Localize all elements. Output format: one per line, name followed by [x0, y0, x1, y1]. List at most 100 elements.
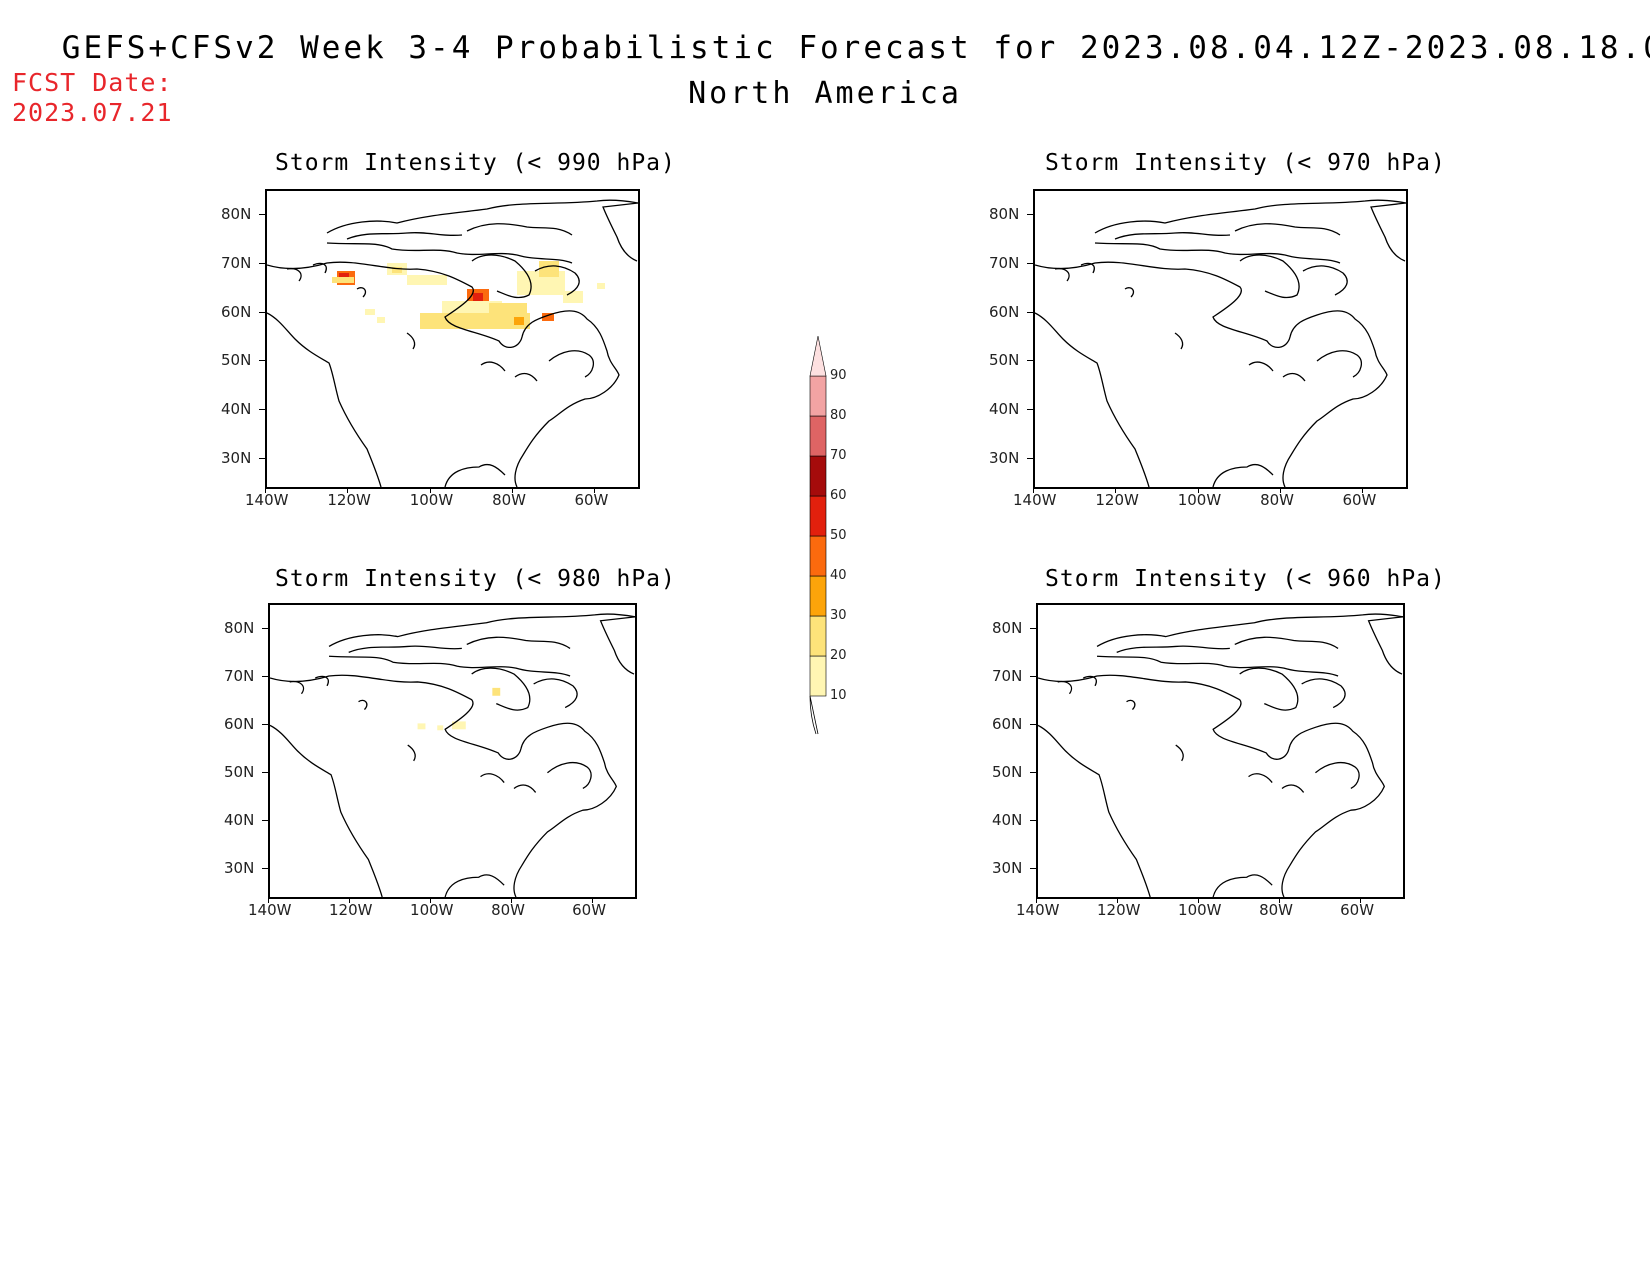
lat-tick-mark: [1027, 458, 1033, 459]
lat-tick-label: 50N: [224, 763, 255, 781]
lon-tick-mark: [1117, 897, 1119, 903]
lon-tick-label: 120W: [1097, 901, 1141, 919]
lon-tick-label: 100W: [1177, 491, 1222, 509]
lat-tick-label: 60N: [989, 302, 1020, 321]
lat-tick-label: 60N: [224, 715, 255, 733]
lat-tick-label: 70N: [221, 253, 252, 272]
map-990: [265, 189, 640, 489]
lon-tick-label: 140W: [245, 491, 289, 509]
colorbar-bin: [809, 575, 827, 617]
lat-tick-mark: [1030, 820, 1036, 821]
lon-tick-label: 140W: [248, 901, 292, 919]
panel-title-990: Storm Intensity (< 990 hPa): [275, 150, 676, 176]
lon-tick-mark: [349, 897, 351, 903]
coastline-map: [1035, 199, 1406, 487]
lon-tick-label: 120W: [1095, 491, 1139, 509]
lat-tick-mark: [262, 676, 268, 677]
colorbar-bottom-extension: [809, 695, 819, 735]
lat-tick-mark: [1027, 262, 1033, 264]
coastlines: [1038, 613, 1403, 897]
lat-tick-mark: [259, 360, 265, 362]
probability-shading: [332, 261, 605, 329]
lon-tick-label: 80W: [1259, 901, 1293, 919]
lat-tick-mark: [259, 262, 265, 264]
panel-title-960: Storm Intensity (< 960 hPa): [1045, 566, 1446, 592]
lat-tick-label: 80N: [221, 205, 252, 223]
colorbar-label: 20: [830, 648, 847, 663]
colorbar-label: 30: [830, 608, 847, 623]
colorbar-label: 40: [830, 568, 847, 583]
map-970: [1033, 189, 1408, 489]
lon-tick-mark: [429, 487, 431, 493]
lon-tick-label: 60W: [574, 491, 609, 509]
lon-tick-mark: [1279, 897, 1281, 903]
colorbar-bin: [809, 495, 827, 537]
lon-tick-label: 80W: [1260, 491, 1294, 509]
lon-tick-label: 140W: [1013, 491, 1057, 509]
coastline-map: [1038, 613, 1403, 897]
lon-tick-label: 100W: [410, 901, 454, 919]
lon-tick-mark: [1033, 487, 1034, 493]
colorbar-label: 10: [830, 688, 847, 703]
map-960: [1036, 603, 1405, 899]
lat-tick-mark: [259, 458, 265, 459]
colorbar-label: 70: [830, 448, 847, 463]
lat-tick-label: 80N: [989, 205, 1020, 223]
lat-tick-label: 50N: [989, 351, 1020, 370]
lon-tick-label: 120W: [329, 901, 373, 919]
panel-title-970: Storm Intensity (< 970 hPa): [1045, 150, 1446, 176]
panel-title-980: Storm Intensity (< 980 hPa): [275, 566, 676, 592]
lon-tick-mark: [268, 897, 269, 903]
colorbar-bins: [809, 335, 827, 735]
lat-tick-mark: [259, 214, 265, 215]
lat-tick-label: 30N: [221, 449, 252, 467]
lat-tick-mark: [1027, 360, 1033, 362]
colorbar: 90 80 70 60 50 40 30 20 10: [808, 335, 868, 736]
lon-tick-mark: [347, 487, 349, 493]
lat-tick-label: 70N: [224, 667, 255, 685]
lat-tick-mark: [259, 409, 265, 411]
lon-tick-mark: [511, 897, 513, 903]
lon-tick-mark: [512, 487, 514, 493]
lat-tick-label: 40N: [992, 811, 1023, 829]
lon-tick-mark: [592, 897, 594, 903]
lon-tick-mark: [594, 487, 596, 493]
coastlines: [267, 199, 638, 487]
lat-tick-label: 70N: [989, 253, 1020, 272]
lon-tick-mark: [1036, 897, 1037, 903]
lon-tick-label: 80W: [492, 491, 526, 509]
lon-tick-label: 60W: [572, 901, 607, 919]
lon-tick-mark: [1362, 487, 1364, 493]
lat-tick-mark: [1030, 628, 1036, 629]
lon-tick-mark: [1115, 487, 1117, 493]
coastlines: [270, 613, 635, 897]
main-title: GEFS+CFSv2 Week 3-4 Probabilistic Foreca…: [61, 30, 1650, 66]
colorbar-bin: [809, 415, 827, 457]
lat-tick-label: 40N: [989, 400, 1020, 419]
lat-tick-label: 50N: [221, 351, 252, 370]
lat-tick-mark: [259, 311, 265, 313]
lat-tick-label: 40N: [224, 811, 255, 829]
coastline-map: [267, 199, 638, 487]
colorbar-label: 60: [830, 488, 847, 503]
lat-tick-label: 60N: [992, 715, 1023, 733]
lat-tick-mark: [1030, 772, 1036, 773]
lon-tick-label: 100W: [409, 491, 454, 509]
lon-tick-mark: [430, 897, 432, 903]
lat-tick-mark: [262, 628, 268, 629]
lat-tick-mark: [262, 868, 268, 869]
colorbar-bin: [809, 615, 827, 657]
lat-tick-label: 70N: [992, 667, 1023, 685]
lat-tick-label: 60N: [221, 302, 252, 321]
colorbar-bin: [809, 535, 827, 577]
colorbar-bin: [809, 455, 827, 497]
lat-tick-mark: [262, 820, 268, 821]
colorbar-bin: [809, 655, 827, 697]
probability-shading: [417, 687, 501, 731]
lon-tick-label: 100W: [1178, 901, 1222, 919]
lon-tick-mark: [1280, 487, 1282, 493]
lon-tick-label: 80W: [491, 901, 525, 919]
region-subtitle: North America: [688, 76, 962, 111]
lat-tick-label: 40N: [221, 400, 252, 419]
lat-tick-mark: [1030, 724, 1036, 725]
